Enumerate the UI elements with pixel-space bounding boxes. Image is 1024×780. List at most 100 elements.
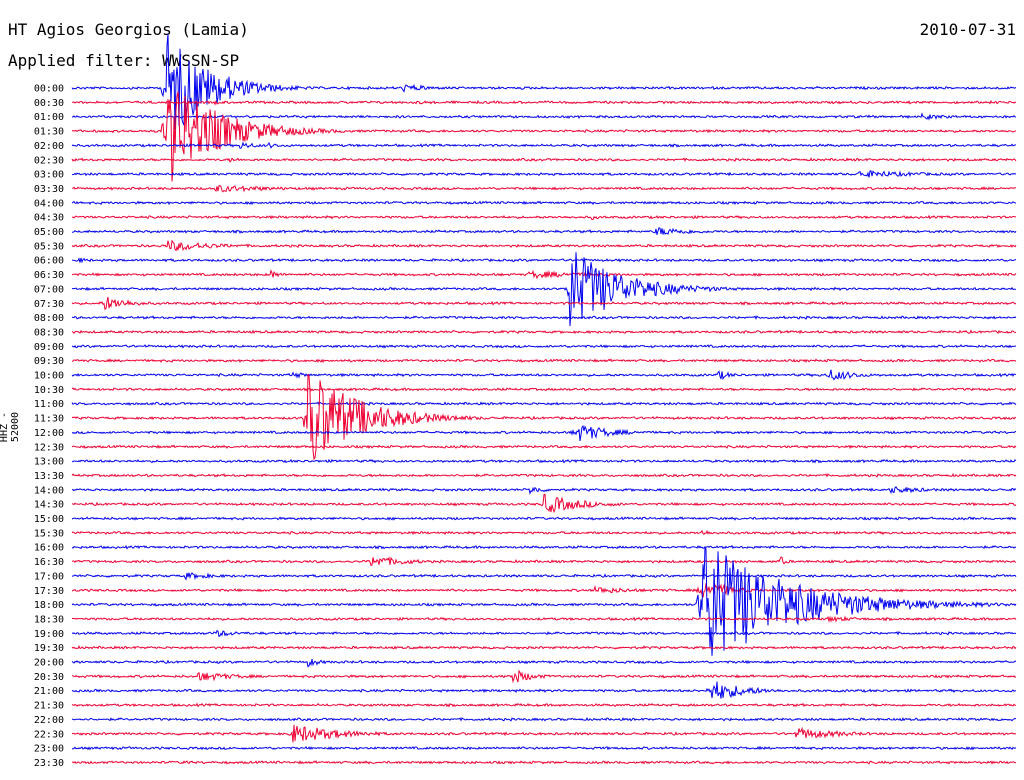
time-tick-label: 07:00	[34, 284, 64, 295]
trace-line	[71, 645, 1017, 650]
time-tick-label: 08:30	[34, 327, 64, 338]
trace-line	[71, 157, 1017, 163]
trace-line	[71, 257, 1017, 264]
time-tick-label: 21:30	[34, 701, 64, 712]
trace-line	[71, 425, 1017, 441]
time-tick-label: 12:00	[34, 428, 64, 439]
time-tick-label: 14:30	[34, 500, 64, 511]
time-tick-label: 11:00	[34, 399, 64, 410]
time-tick-label: 21:00	[34, 686, 64, 697]
time-tick-label: 01:30	[34, 127, 64, 138]
trace-line	[71, 99, 1017, 106]
trace-line	[71, 170, 1017, 178]
trace-line	[71, 702, 1017, 708]
trace-line	[71, 296, 1017, 311]
trace-line	[71, 269, 1017, 280]
time-tick-label: 19:30	[34, 643, 64, 654]
trace-line	[71, 529, 1017, 536]
time-tick-label: 04:30	[34, 213, 64, 224]
trace-line	[71, 329, 1017, 335]
trace-line	[71, 615, 1017, 624]
trace-line	[71, 344, 1017, 349]
trace-line	[71, 373, 1017, 461]
time-tick-label: 16:30	[34, 557, 64, 568]
time-tick-label: 09:00	[34, 342, 64, 353]
time-tick-label: 10:00	[34, 371, 64, 382]
trace-line	[71, 545, 1017, 656]
trace-line	[71, 717, 1017, 722]
time-tick-label: 16:00	[34, 543, 64, 554]
time-tick-label: 09:30	[34, 356, 64, 367]
trace-line	[71, 544, 1017, 550]
time-tick-label: 18:00	[34, 600, 64, 611]
trace-line	[71, 659, 1017, 668]
trace-line	[72, 572, 1017, 581]
filter-label: Applied filter: WWSSN-SP	[8, 51, 240, 70]
trace-line	[71, 369, 1017, 381]
time-tick-label: 03:00	[34, 170, 64, 181]
trace-line	[71, 358, 1017, 363]
station-title: HT Agios Georgios (Lamia)	[8, 20, 249, 39]
time-tick-label: 01:00	[34, 112, 64, 123]
time-tick-label: 03:30	[34, 184, 64, 195]
time-tick-label: 23:00	[34, 744, 64, 755]
time-tick-label: 22:00	[34, 715, 64, 726]
trace-line	[71, 239, 1017, 252]
time-tick-label: 10:30	[34, 385, 64, 396]
time-tick-label: 00:00	[34, 84, 64, 95]
time-tick-label: 04:00	[34, 198, 64, 209]
time-tick-label: 20:00	[34, 658, 64, 669]
trace-line	[71, 185, 1017, 193]
time-tick-label: 14:00	[34, 485, 64, 496]
trace-line	[71, 401, 1017, 406]
time-tick-label: 15:00	[34, 514, 64, 525]
trace-line	[71, 583, 1017, 598]
trace-line	[71, 387, 1017, 392]
trace-line	[71, 252, 1017, 327]
time-tick-label: 13:30	[34, 471, 64, 482]
time-tick-label: 23:30	[34, 758, 64, 769]
trace-line	[71, 200, 1017, 206]
trace-line	[71, 444, 1017, 450]
time-tick-label: 02:30	[34, 155, 64, 166]
trace-line	[71, 493, 1017, 514]
trace-line	[71, 516, 1017, 521]
trace-line	[71, 91, 1017, 182]
time-tick-label: 00:30	[34, 98, 64, 109]
time-tick-label: 17:30	[34, 586, 64, 597]
time-tick-label: 17:00	[34, 571, 64, 582]
time-tick-label: 12:30	[34, 442, 64, 453]
trace-line	[71, 556, 1017, 567]
time-tick-label: 05:30	[34, 241, 64, 252]
trace-line	[71, 472, 1017, 478]
trace-line	[71, 724, 1017, 743]
time-tick-label: 19:00	[34, 629, 64, 640]
trace-line	[71, 630, 1017, 638]
time-tick-label: 02:00	[34, 141, 64, 152]
trace-line	[71, 458, 1017, 464]
trace-line	[71, 33, 1017, 130]
trace-line	[71, 315, 1017, 320]
record-date: 2010-07-31	[919, 20, 1016, 39]
trace-line	[71, 141, 1017, 149]
trace-line	[71, 681, 1017, 699]
time-tick-label: 15:30	[34, 528, 64, 539]
time-tick-label: 20:30	[34, 672, 64, 683]
time-tick-label: 11:30	[34, 414, 64, 425]
time-tick-label: 06:00	[34, 256, 64, 267]
trace-line	[71, 112, 1017, 121]
trace-line	[71, 760, 1017, 765]
trace-line	[71, 745, 1017, 751]
time-tick-label: 22:30	[34, 729, 64, 740]
time-tick-label: 13:00	[34, 457, 64, 468]
trace-line	[72, 227, 1017, 235]
time-tick-label: 07:30	[34, 299, 64, 310]
trace-line	[71, 214, 1017, 221]
time-tick-label: 06:30	[34, 270, 64, 281]
time-tick-label: 18:30	[34, 614, 64, 625]
time-tick-label: 08:00	[34, 313, 64, 324]
trace-line	[71, 486, 1017, 495]
time-tick-label: 05:00	[34, 227, 64, 238]
trace-line	[71, 669, 1017, 684]
